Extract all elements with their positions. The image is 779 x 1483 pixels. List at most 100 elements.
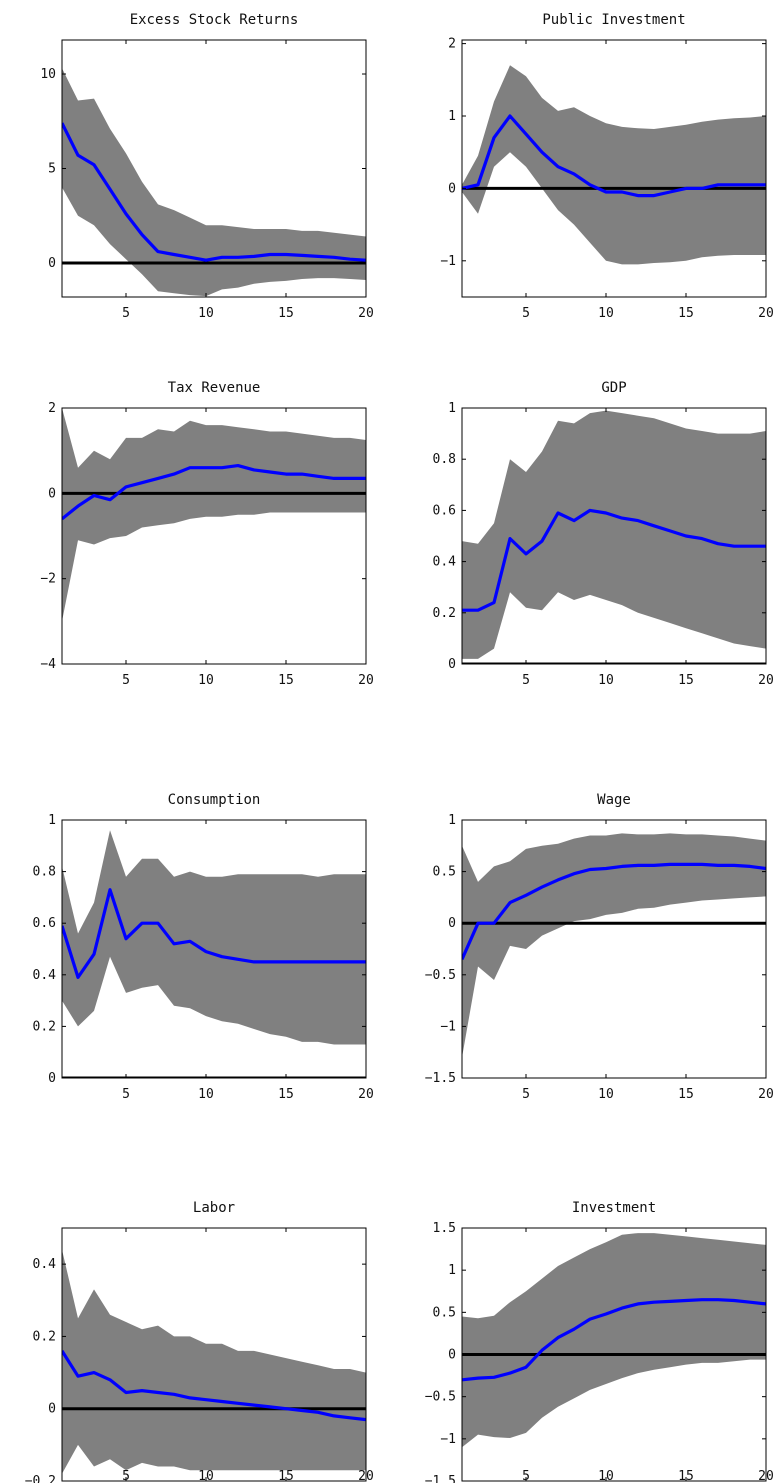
axes-frame (461, 819, 767, 1079)
median-response-line (462, 862, 766, 960)
panel-title: Public Investment (542, 12, 685, 28)
x-tick-label: 10 (598, 1087, 614, 1102)
x-tick-label: 10 (198, 1087, 214, 1102)
panel-labor: Labor 5 10 15 20 −0.2 0 0.2 0.4 (25, 1200, 374, 1483)
x-tick-label: 15 (678, 1087, 694, 1102)
x-tick-label: 10 (598, 673, 614, 688)
x-tick-label: 5 (122, 1469, 130, 1483)
plot-area-excess-stock-returns (62, 68, 366, 297)
y-tick-label: 0.6 (33, 916, 56, 931)
y-tick-label: −1.5 (425, 1071, 456, 1086)
y-tick-label: 0.6 (433, 503, 456, 518)
x-tick-label: 20 (758, 1087, 774, 1102)
confidence-band (62, 408, 366, 622)
panel-title: Wage (597, 792, 631, 808)
plot-area-consumption (62, 830, 366, 1078)
x-tick-label: 10 (198, 306, 214, 321)
panel-gdp: GDP 5 10 15 20 0 0.2 0.4 0.6 0.8 1 (433, 380, 774, 688)
y-tick-label: 0.8 (433, 452, 456, 467)
median-response-line (62, 122, 366, 262)
x-tick-label: 5 (122, 306, 130, 321)
y-tick-label: 0.2 (33, 1019, 56, 1034)
x-tick-label: 10 (198, 1469, 214, 1483)
confidence-band (462, 1233, 766, 1448)
median-response-line (462, 508, 766, 612)
x-tick-label: 10 (598, 1469, 614, 1483)
y-tick-label: 0 (48, 256, 56, 271)
x-tick-label: 20 (358, 673, 374, 688)
y-tick-label: −1 (440, 1019, 456, 1034)
axes-frame (61, 1227, 367, 1482)
x-tick-label: 5 (522, 1087, 530, 1102)
x-tick-label: 20 (758, 673, 774, 688)
y-tick-label: −4 (40, 657, 56, 672)
x-tick-label: 20 (358, 306, 374, 321)
y-tick-label: −1 (440, 1432, 456, 1447)
plot-area-public-investment (462, 65, 766, 265)
x-tick-label: 15 (678, 306, 694, 321)
x-tick-label: 15 (678, 673, 694, 688)
median-response-line (62, 1350, 366, 1422)
x-tick-label: 20 (758, 306, 774, 321)
y-tick-label: 0.8 (33, 865, 56, 880)
y-tick-label: 0 (48, 1402, 56, 1417)
panel-title: Investment (572, 1200, 656, 1216)
y-tick-label: 1 (448, 401, 456, 416)
x-tick-label: 15 (678, 1469, 694, 1483)
y-tick-label: 1 (48, 813, 56, 828)
panel-title: GDP (601, 380, 626, 396)
y-tick-label: 0 (448, 181, 456, 196)
y-tick-label: −1.5 (425, 1474, 456, 1483)
y-tick-label: 0.4 (33, 968, 57, 983)
y-tick-label: 1 (448, 109, 456, 124)
confidence-band (62, 830, 366, 1045)
confidence-band (62, 1249, 366, 1474)
y-tick-label: 0 (48, 1071, 56, 1086)
confidence-band (462, 410, 766, 659)
y-tick-label: 0.5 (433, 1305, 456, 1320)
y-tick-label: 0.2 (433, 606, 456, 621)
x-tick-label: 15 (278, 306, 294, 321)
x-tick-label: 20 (358, 1087, 374, 1102)
panel-title: Consumption (168, 792, 261, 808)
y-tick-label: −0.5 (425, 968, 456, 983)
y-tick-label: 2 (48, 401, 56, 416)
plot-area-gdp (462, 410, 766, 664)
y-tick-label: −0.2 (25, 1474, 56, 1483)
panel-title: Tax Revenue (168, 380, 261, 396)
y-tick-label: 5 (48, 162, 56, 177)
y-tick-label: 0.4 (433, 555, 457, 570)
x-tick-label: 20 (358, 1469, 374, 1483)
median-response-line (62, 888, 366, 980)
panel-excess-stock-returns: Excess Stock Returns 5 10 15 20 0 5 10 (40, 12, 373, 321)
panel-consumption: Consumption 5 10 15 20 0 0.2 0.4 0.6 0.8 1 (33, 792, 374, 1102)
y-tick-label: −1 (440, 254, 456, 269)
plot-area-investment (462, 1233, 766, 1448)
median-response-line (462, 1298, 766, 1382)
x-tick-label: 5 (522, 673, 530, 688)
x-tick-label: 15 (278, 1469, 294, 1483)
median-response-line (62, 464, 366, 521)
y-tick-label: −2 (40, 572, 56, 587)
y-tick-label: 0 (48, 486, 56, 501)
y-tick-label: 0 (448, 916, 456, 931)
x-tick-label: 10 (198, 673, 214, 688)
confidence-band (62, 68, 366, 297)
x-tick-label: 15 (278, 1087, 294, 1102)
plot-area-wage (462, 833, 766, 1058)
panel-public-investment: Public Investment 5 10 15 20 −1 0 1 2 (440, 12, 773, 321)
x-tick-label: 5 (122, 1087, 130, 1102)
confidence-band (462, 65, 766, 265)
y-tick-label: 1 (448, 1263, 456, 1278)
y-tick-label: 10 (40, 67, 56, 82)
x-tick-label: 10 (598, 306, 614, 321)
x-tick-label: 15 (278, 673, 294, 688)
x-tick-label: 5 (522, 306, 530, 321)
plot-area-labor (62, 1249, 366, 1474)
y-tick-label: 0.4 (33, 1257, 57, 1272)
y-tick-label: 1.5 (433, 1221, 456, 1236)
panel-title: Excess Stock Returns (130, 12, 299, 28)
x-tick-label: 5 (522, 1469, 530, 1483)
y-tick-label: 0 (448, 1348, 456, 1363)
